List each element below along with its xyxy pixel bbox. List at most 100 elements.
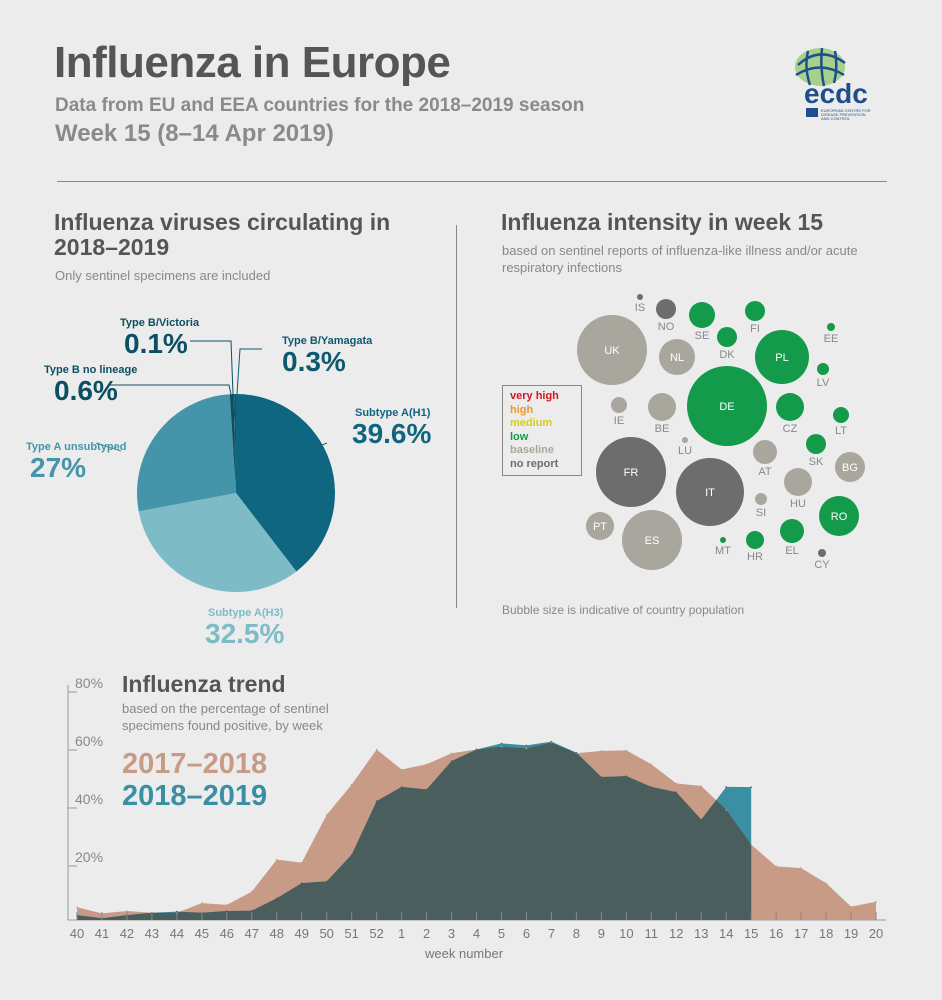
x-tick-label: 16 bbox=[769, 926, 783, 941]
bubble-label-fi: FI bbox=[750, 323, 760, 335]
data-point-2017-2018 bbox=[201, 902, 203, 904]
bubble-label-be: BE bbox=[655, 423, 670, 435]
bubble-at bbox=[753, 440, 777, 464]
x-tick-label: 45 bbox=[195, 926, 209, 941]
x-tick-label: 9 bbox=[598, 926, 605, 941]
x-tick-label: 41 bbox=[95, 926, 109, 941]
x-tick-label: 6 bbox=[523, 926, 530, 941]
bubble-cy bbox=[818, 549, 826, 557]
x-tick-label: 46 bbox=[220, 926, 234, 941]
data-point-2018-2019 bbox=[275, 897, 278, 900]
bubble-lu bbox=[682, 437, 688, 443]
svg-text:AND CONTROL: AND CONTROL bbox=[821, 116, 851, 121]
x-tick-label: 50 bbox=[319, 926, 333, 941]
bubble-label-fr: FR bbox=[624, 467, 639, 479]
ecdc-logo: ecdc EUROPEAN CENTRE FOR DISEASE PREVENT… bbox=[790, 45, 880, 125]
bubble-sk bbox=[806, 434, 826, 454]
x-tick-label: 8 bbox=[573, 926, 580, 941]
legend-high: high bbox=[510, 403, 534, 416]
data-point-2017-2018 bbox=[650, 763, 653, 766]
bubble-label-ee: EE bbox=[824, 333, 839, 345]
bubble-label-it: IT bbox=[705, 487, 715, 499]
bubble-label-uk: UK bbox=[604, 345, 620, 357]
bubble-label-sk: SK bbox=[809, 456, 824, 468]
pie-slice-type-a-unsubtyped bbox=[137, 394, 236, 512]
bubble-hu bbox=[784, 468, 812, 496]
bubble-label-lu: LU bbox=[678, 445, 692, 457]
legend-medium: medium bbox=[510, 417, 553, 429]
label-b-yamagata: Type B/Yamagata 0.3% bbox=[282, 335, 373, 377]
x-tick-label: 1 bbox=[398, 926, 405, 941]
data-point-2017-2018 bbox=[775, 865, 777, 868]
data-point-2018-2019 bbox=[525, 744, 528, 747]
bubble-chart: IS NO SE FI EE UK NL DK PL LV DE IE BE CZ LT LU SK BG AT FR… bbox=[577, 294, 865, 571]
x-tick-label: 40 bbox=[70, 926, 84, 941]
x-tick-label: 14 bbox=[719, 926, 733, 941]
bubble-mt bbox=[720, 537, 726, 543]
bubble-si bbox=[755, 493, 767, 505]
bubble-it bbox=[676, 458, 744, 526]
label-a-unsubtyped: Type A unsubtyped 27% bbox=[26, 441, 127, 483]
intensity-legend: very high high medium low baseline no report bbox=[502, 385, 582, 476]
bubble-fr bbox=[596, 437, 666, 507]
bubble-label-nl: NL bbox=[670, 352, 684, 364]
svg-text:EUROPEAN CENTRE FOR: EUROPEAN CENTRE FOR bbox=[821, 108, 871, 113]
x-tick-label: 11 bbox=[645, 926, 659, 941]
data-point-2017-2018 bbox=[875, 900, 877, 903]
data-point-2017-2018 bbox=[600, 750, 603, 752]
x-tick-label: 18 bbox=[819, 926, 833, 941]
legend-very_high: very high bbox=[510, 390, 559, 402]
leader-line bbox=[190, 340, 234, 395]
data-point-2017-2018 bbox=[750, 843, 752, 846]
bubble-de bbox=[687, 366, 767, 446]
pie-slice-type-b-yamagata bbox=[234, 394, 236, 493]
bubble-ee bbox=[827, 323, 835, 331]
x-tick-label: 20 bbox=[869, 926, 883, 941]
pie-chart bbox=[95, 340, 335, 592]
data-point-2017-2018 bbox=[675, 782, 678, 785]
y-tick-label: 60% bbox=[75, 733, 103, 749]
bubble-nl bbox=[659, 339, 695, 375]
x-axis-label: week number bbox=[425, 946, 504, 961]
data-point-2018-2019 bbox=[400, 786, 403, 788]
data-point-2017-2018 bbox=[400, 768, 403, 771]
legend-no_report: no report bbox=[510, 457, 559, 470]
globe-icon: ecdc EUROPEAN CENTRE FOR DISEASE PREVENT… bbox=[795, 47, 871, 121]
data-point-2018-2019 bbox=[700, 818, 703, 821]
bubble-label-hr: HR bbox=[747, 551, 763, 563]
bubble-label-dk: DK bbox=[719, 349, 735, 361]
x-tick-label: 48 bbox=[270, 926, 284, 941]
bubble-label-hu: HU bbox=[790, 498, 806, 510]
x-tick-label: 44 bbox=[170, 926, 184, 941]
week-label: Week 15 (8–14 Apr 2019) bbox=[55, 120, 334, 147]
bubble-label-is: IS bbox=[635, 302, 645, 314]
x-tick-label: 12 bbox=[669, 926, 683, 941]
bubble-label-bg: BG bbox=[842, 462, 858, 474]
leader-line bbox=[191, 533, 198, 579]
divider bbox=[57, 181, 887, 182]
bubble-label-pl: PL bbox=[775, 352, 788, 364]
x-tick-label: 5 bbox=[498, 926, 505, 941]
data-point-2018-2019 bbox=[650, 786, 653, 788]
data-point-2018-2019 bbox=[500, 742, 503, 745]
y-tick-label: 40% bbox=[75, 791, 103, 807]
bubble-label-el: EL bbox=[785, 545, 798, 557]
label-h1: Subtype A(H1) 39.6% bbox=[352, 407, 432, 449]
trend-title: Influenza trend bbox=[122, 671, 286, 697]
divider bbox=[456, 225, 457, 608]
data-point-2018-2019 bbox=[375, 800, 378, 802]
trend-legend: 2017–2018 2018–2019 bbox=[122, 748, 267, 812]
x-tick-label: 17 bbox=[794, 926, 808, 941]
data-point-2018-2019 bbox=[250, 909, 253, 912]
data-point-2018-2019 bbox=[575, 751, 578, 754]
leader-line bbox=[110, 384, 232, 395]
label-b-victoria: Type B/Victoria 0.1% bbox=[120, 317, 200, 359]
page-title: Influenza in Europe bbox=[54, 38, 451, 87]
bubble-uk bbox=[577, 315, 647, 385]
data-point-2018-2019 bbox=[226, 910, 228, 912]
x-tick-label: 4 bbox=[473, 926, 480, 941]
y-tick-label: 80% bbox=[75, 675, 103, 691]
bubble-label-cz: CZ bbox=[783, 423, 798, 435]
x-tick-label: 52 bbox=[369, 926, 383, 941]
bubble-fi bbox=[745, 301, 765, 321]
